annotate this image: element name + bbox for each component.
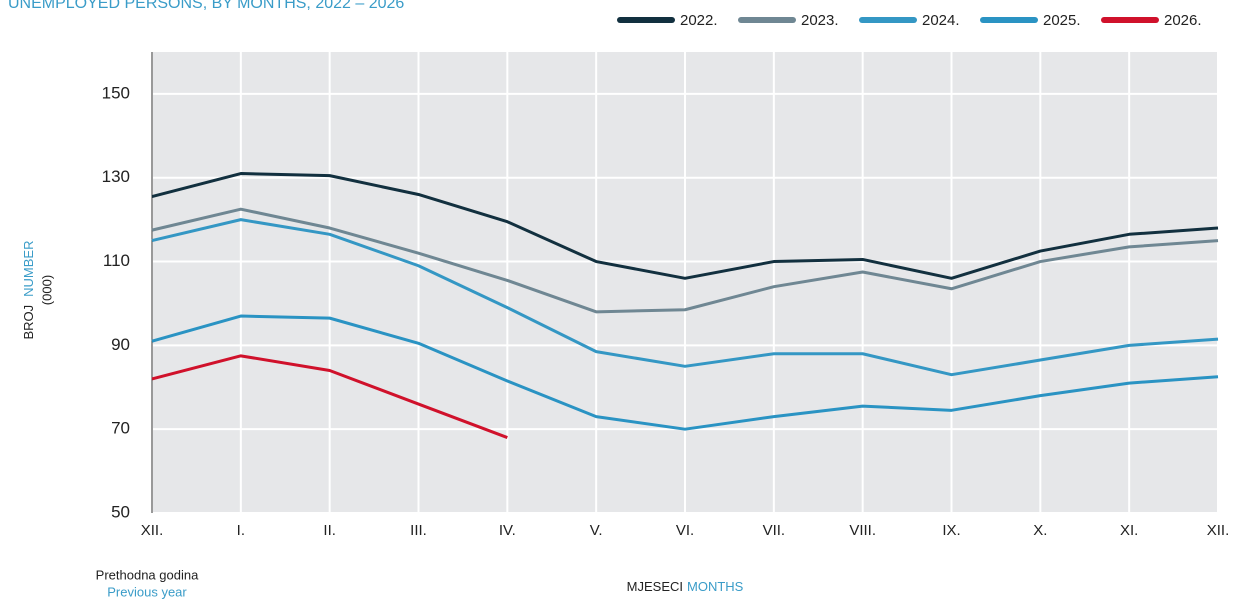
x-tick-label: XII.: [1207, 522, 1230, 539]
x-note-en: Previous year: [107, 584, 187, 599]
legend-label: 2026.: [1164, 12, 1202, 29]
y-label-en: NUMBER: [21, 240, 36, 296]
series-line: [151, 207, 1219, 314]
legend-label: 2024.: [922, 12, 960, 29]
x-tick-label: IX.: [942, 522, 960, 539]
x-tick-label: XII.: [141, 522, 164, 539]
y-tick-label: 50: [111, 502, 130, 521]
x-tick-label: II.: [323, 522, 336, 539]
y-label-hr: BROJ: [21, 305, 36, 340]
y-tick-label: 90: [111, 335, 130, 354]
series-line: [151, 354, 508, 439]
x-tick-label: VII.: [763, 522, 786, 539]
x-label-hr: MJESECI: [627, 579, 683, 594]
x-note: Prethodna godina: [96, 567, 199, 582]
y-axis-label: BROJ NUMBER: [21, 240, 36, 339]
y-tick-label: 130: [102, 167, 130, 186]
y-tick-label: 110: [103, 251, 130, 270]
legend-label: 2025.: [1043, 12, 1081, 29]
x-tick-label: VIII.: [849, 522, 876, 539]
x-axis-label: MJESECI MONTHS: [627, 579, 744, 594]
x-tick-label: XI.: [1120, 522, 1138, 539]
chart-title: UNEMPLOYED PERSONS, BY MONTHS, 2022 – 20…: [8, 0, 404, 12]
series-line: [151, 218, 1219, 377]
y-tick-label: 70: [111, 419, 130, 438]
x-tick-label: VI.: [676, 522, 694, 539]
x-label-en: MONTHS: [687, 579, 744, 594]
x-tick-label: III.: [410, 522, 427, 539]
legend-label: 2022.: [680, 12, 718, 29]
x-tick-label: V.: [590, 522, 603, 539]
x-tick-label: IV.: [499, 522, 516, 539]
series-line: [151, 314, 1219, 431]
y-tick-label: 150: [102, 83, 130, 102]
series-line: [151, 172, 1219, 280]
x-tick-label: I.: [237, 522, 245, 539]
y-unit: (000): [39, 275, 54, 305]
x-tick-label: X.: [1033, 522, 1047, 539]
legend-label: 2023.: [801, 12, 839, 29]
